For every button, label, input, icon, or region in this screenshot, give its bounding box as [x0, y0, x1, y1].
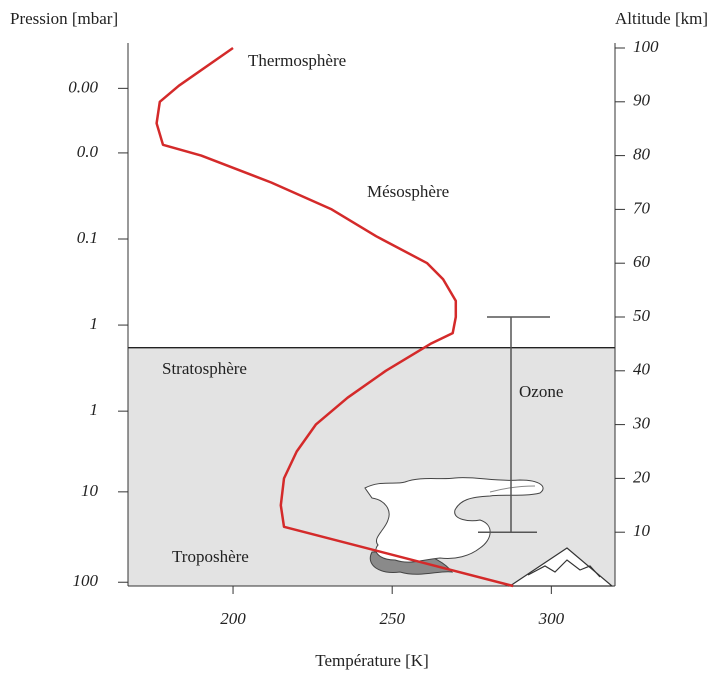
pressure-tick-label: 0.1 [77, 228, 98, 247]
temperature-line [155, 46, 514, 588]
x-tick-label: 250 [379, 609, 405, 628]
layer-label: Thermosphère [248, 51, 346, 70]
x-label: Température [K] [315, 651, 429, 670]
y-left-label: Pression [mbar] [10, 9, 118, 28]
y-tick-label: 40 [633, 360, 651, 379]
y-tick-label: 100 [633, 37, 659, 56]
layer-label: Mésosphère [367, 182, 449, 201]
layer-label: Troposhère [172, 547, 249, 566]
ozone-label: Ozone [519, 382, 563, 401]
pressure-tick-label: 100 [73, 571, 99, 590]
x-tick-label: 200 [220, 609, 246, 628]
cloud [364, 477, 544, 575]
y-tick-label: 70 [633, 198, 651, 217]
y-tick-label: 10 [633, 521, 651, 540]
y-tick-label: 60 [633, 252, 651, 271]
y-tick-label: 20 [633, 467, 651, 486]
layer-label: Stratosphère [162, 359, 247, 378]
y-tick-label: 90 [633, 91, 651, 110]
pressure-tick-label: 1 [90, 314, 99, 333]
x-tick-label: 300 [538, 609, 565, 628]
shaded-region [128, 347, 615, 586]
background-layer [128, 347, 615, 586]
pressure-tick-label: 10 [81, 481, 99, 500]
y-label: Altitude [km] [615, 9, 708, 28]
y-tick-label: 50 [633, 306, 651, 325]
pressure-tick-label: 0.0 [77, 142, 99, 161]
pressure-tick-label: 0.00 [68, 77, 98, 96]
y-tick-label: 80 [633, 145, 651, 164]
pressure-tick-label: 1 [90, 400, 99, 419]
y-tick-label: 30 [632, 414, 651, 433]
